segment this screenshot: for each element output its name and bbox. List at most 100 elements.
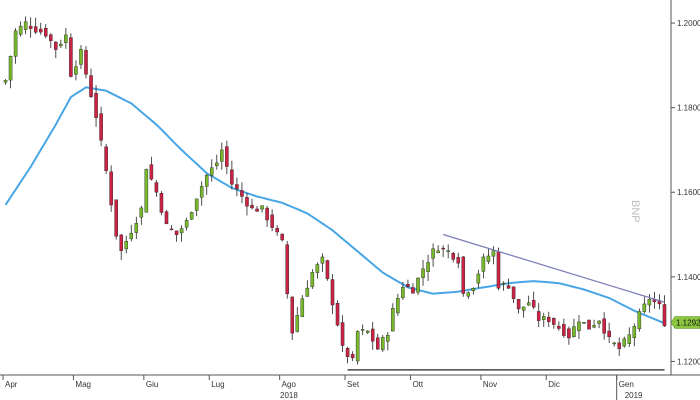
candle-body-up xyxy=(421,268,425,278)
candle-body-down xyxy=(411,287,415,294)
candle-body-up xyxy=(59,43,63,47)
last-price-badge xyxy=(670,316,700,329)
candle xyxy=(94,85,98,127)
candle xyxy=(18,21,23,37)
candle-body-down xyxy=(547,316,551,322)
candle xyxy=(431,243,435,267)
candle-body-down xyxy=(89,75,93,97)
candle xyxy=(642,296,647,314)
candle-body-up xyxy=(3,80,8,83)
candle xyxy=(230,160,234,190)
candle xyxy=(350,351,355,362)
candle xyxy=(607,322,611,344)
candle xyxy=(290,296,294,341)
candle-body-down xyxy=(230,169,234,185)
candle-body-up xyxy=(295,315,300,332)
candle xyxy=(310,269,315,289)
candle-body-down xyxy=(84,50,88,75)
candle-body-up xyxy=(386,335,390,342)
candle xyxy=(426,254,430,281)
candle-body-down xyxy=(607,330,611,338)
candle-body-down xyxy=(290,296,294,334)
candle-body-up xyxy=(8,56,13,81)
candle-body-down xyxy=(119,234,123,251)
candle xyxy=(275,225,279,236)
candle-body-down xyxy=(617,342,621,349)
candle xyxy=(411,283,415,294)
candle xyxy=(8,55,13,89)
candle-body-down xyxy=(164,211,169,225)
moving-average-line xyxy=(4,86,665,325)
candle xyxy=(481,253,486,279)
candle-body-down xyxy=(562,324,566,336)
candle xyxy=(471,287,476,295)
candle-body-up xyxy=(401,287,405,299)
candle xyxy=(592,319,596,329)
candle xyxy=(149,156,154,181)
candle xyxy=(265,205,269,227)
candle-body-up xyxy=(612,342,616,345)
trendlines-layer xyxy=(347,233,665,371)
resistance-trendline xyxy=(442,233,665,303)
candle-body-up xyxy=(436,250,440,253)
candle xyxy=(572,318,576,338)
x-tick-label: Mag xyxy=(75,380,91,389)
candle-body-down xyxy=(33,26,38,33)
candle xyxy=(340,315,345,353)
candle xyxy=(456,252,460,269)
candle-body-up xyxy=(481,256,486,272)
candle xyxy=(104,143,108,174)
candle-body-up xyxy=(627,334,632,344)
candle-body-up xyxy=(582,321,586,324)
candle xyxy=(446,244,450,259)
candle-body-up xyxy=(597,320,601,324)
candle xyxy=(295,306,300,333)
candle-body-up xyxy=(446,250,450,252)
candle-body-up xyxy=(471,288,476,291)
x-ticks: Apr Mag Giu Lug Ago Set Ott Nov Dic Gen 2018 2019 xyxy=(2,375,643,400)
candle-body-up xyxy=(179,228,184,234)
candle-body-down xyxy=(602,318,606,334)
candle-body-down xyxy=(280,233,284,241)
x-tick-label: Set xyxy=(347,380,360,389)
candle-body-up xyxy=(199,186,204,198)
candle xyxy=(204,173,209,195)
candle-body-down xyxy=(557,325,561,329)
candle-body-down xyxy=(456,257,460,264)
candle-body-up xyxy=(572,326,576,337)
candle xyxy=(637,308,642,332)
candle-body-up xyxy=(647,298,652,306)
candle-body-down xyxy=(461,256,466,294)
candle xyxy=(562,318,566,338)
candle-body-down xyxy=(114,199,118,237)
plot-background xyxy=(0,0,671,375)
candles-layer xyxy=(3,16,667,365)
candle xyxy=(401,281,405,300)
candle xyxy=(99,106,103,147)
candle-body-up xyxy=(391,308,395,332)
candle-body-down xyxy=(350,354,355,359)
candle-body-down xyxy=(285,244,289,295)
candle xyxy=(300,295,305,318)
candle-body-down xyxy=(536,311,541,321)
candle-body-up xyxy=(632,326,637,338)
candle-body-up xyxy=(315,264,320,273)
candle xyxy=(194,198,199,217)
candle-body-up xyxy=(521,306,526,311)
candle xyxy=(421,259,425,286)
candle-body-down xyxy=(516,299,521,310)
candle xyxy=(355,330,360,365)
candle xyxy=(381,335,385,353)
candle-body-up xyxy=(220,149,224,162)
candle xyxy=(662,295,667,328)
candle-body-up xyxy=(310,272,315,287)
candle-body-down xyxy=(225,146,229,167)
candle xyxy=(64,27,68,49)
candle xyxy=(129,224,134,242)
candle xyxy=(501,281,506,291)
candle-body-down xyxy=(265,207,269,221)
candle xyxy=(305,280,310,297)
candle xyxy=(184,217,189,231)
candle-body-up xyxy=(431,248,435,259)
candle-body-down xyxy=(38,28,43,33)
